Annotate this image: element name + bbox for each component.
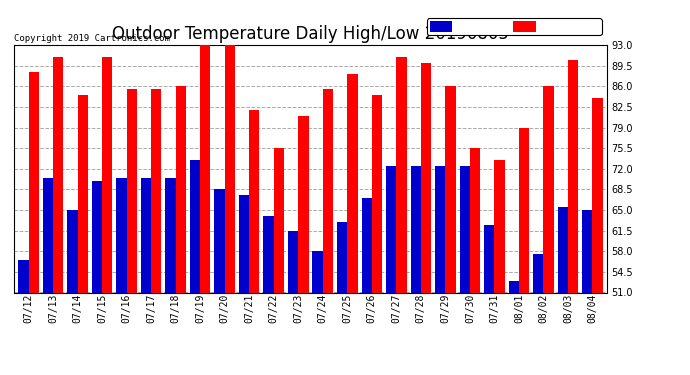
Bar [225, 45, 235, 292]
Bar [67, 210, 77, 292]
Bar [176, 86, 186, 292]
Bar [298, 116, 308, 292]
Bar [53, 57, 63, 292]
Bar [533, 254, 544, 292]
Bar [495, 160, 504, 292]
Bar [362, 198, 372, 292]
Bar [460, 166, 470, 292]
Bar [558, 207, 568, 292]
Bar [200, 45, 210, 292]
Bar [470, 148, 480, 292]
Bar [102, 57, 112, 292]
Bar [337, 222, 347, 292]
Bar [421, 63, 431, 292]
Bar [166, 178, 176, 292]
Bar [593, 98, 603, 292]
Bar [28, 72, 39, 292]
Bar [215, 189, 225, 292]
Bar [43, 178, 53, 292]
Bar [484, 225, 495, 292]
Bar [396, 57, 406, 292]
Title: Outdoor Temperature Daily High/Low 20190805: Outdoor Temperature Daily High/Low 20190… [112, 26, 509, 44]
Bar [18, 260, 28, 292]
Bar [582, 210, 593, 292]
Bar [117, 178, 126, 292]
Bar [313, 251, 323, 292]
Text: Copyright 2019 Cartronics.com: Copyright 2019 Cartronics.com [14, 33, 170, 42]
Bar [519, 128, 529, 292]
Bar [126, 89, 137, 292]
Bar [445, 86, 455, 292]
Bar [77, 95, 88, 292]
Bar [411, 166, 421, 292]
Bar [568, 60, 578, 292]
Bar [372, 95, 382, 292]
Bar [544, 86, 554, 292]
Bar [141, 178, 151, 292]
Bar [151, 89, 161, 292]
Bar [435, 166, 445, 292]
Bar [347, 75, 357, 292]
Bar [264, 216, 274, 292]
Bar [249, 110, 259, 292]
Bar [274, 148, 284, 292]
Bar [323, 89, 333, 292]
Bar [239, 195, 249, 292]
Bar [509, 281, 519, 292]
Bar [386, 166, 396, 292]
Legend: Low  (°F), High  (°F): Low (°F), High (°F) [427, 18, 602, 35]
Bar [288, 231, 298, 292]
Bar [92, 180, 102, 292]
Bar [190, 160, 200, 292]
